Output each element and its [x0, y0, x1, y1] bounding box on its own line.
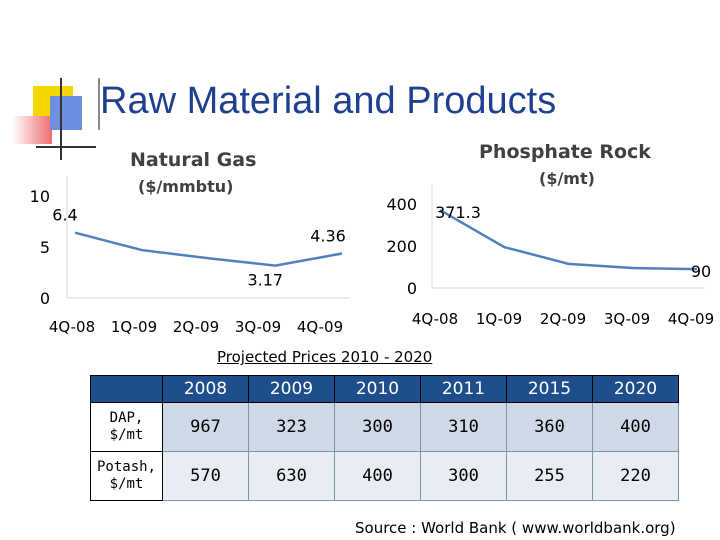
natural-gas-chart: Natural Gas ($/mmbtu) 10 5 0 4Q-08 1Q-09 2Q-09 3… [30, 149, 350, 336]
table-header-year: 2015 [506, 375, 593, 403]
table-cell: 323 [248, 402, 335, 452]
row-label-line: DAP, [109, 410, 144, 426]
table-row: DAP, $/mt 967 323 300 310 360 400 [90, 402, 679, 452]
x-tick-label: 2Q-09 [540, 310, 586, 328]
data-label: 6.4 [52, 206, 77, 225]
y-tick-label: 10 [30, 187, 50, 206]
y-tick-label: 200 [386, 237, 417, 256]
data-label: 4.36 [310, 227, 346, 246]
y-tick-label: 5 [40, 238, 50, 257]
deco-red-square [12, 116, 52, 144]
table-row: Potash, $/mt 570 630 400 300 255 220 [90, 451, 679, 501]
table-cell: 400 [592, 402, 679, 452]
series-line [439, 208, 698, 271]
table-header-year: 2011 [420, 375, 507, 403]
deco-vertical-line [60, 78, 62, 160]
table-cell: 400 [334, 451, 421, 501]
x-tick-label: 4Q-09 [297, 318, 343, 336]
chart-subtitle: ($/mt) [539, 169, 595, 188]
series-line [74, 231, 343, 267]
x-tick-label: 3Q-09 [235, 318, 281, 336]
table-header-year: 2020 [592, 375, 679, 403]
x-tick-label: 3Q-09 [604, 310, 650, 328]
phosphate-rock-chart: Phosphate Rock ($/mt) 400 200 0 4Q-08 1Q-09 2Q-… [386, 141, 714, 328]
row-label-line: $/mt [109, 427, 144, 443]
row-label: Potash, $/mt [90, 451, 163, 501]
deco-title-line [98, 78, 100, 130]
projected-prices-title: Projected Prices 2010 - 2020 [217, 348, 433, 366]
chart-title: Natural Gas [130, 149, 256, 171]
source-note: Source : World Bank ( www.worldbank.org) [355, 519, 676, 537]
projected-prices-table: 2008 2009 2010 2011 2015 2020 DAP, $/mt 9… [90, 375, 679, 501]
table-cell: 255 [506, 451, 593, 501]
table-header-year: 2010 [334, 375, 421, 403]
data-label: 3.17 [247, 271, 283, 290]
table-cell: 360 [506, 402, 593, 452]
y-tick-label: 0 [40, 289, 50, 308]
x-tick-label: 1Q-09 [111, 318, 157, 336]
data-label: 90 [691, 262, 711, 281]
row-label-line: $/mt [109, 476, 144, 492]
x-tick-label: 4Q-08 [412, 310, 458, 328]
table-header-row: 2008 2009 2010 2011 2015 2020 [90, 375, 679, 403]
row-label-line: Potash, [96, 459, 156, 475]
y-tick-label: 0 [407, 279, 417, 298]
table-header-empty [90, 375, 163, 403]
table-cell: 630 [248, 451, 335, 501]
table-cell: 300 [420, 451, 507, 501]
data-label: 371.3 [435, 203, 481, 222]
table-cell: 220 [592, 451, 679, 501]
table-header-year: 2009 [248, 375, 335, 403]
x-tick-label: 4Q-09 [668, 310, 714, 328]
table-header-year: 2008 [162, 375, 249, 403]
x-tick-label: 2Q-09 [173, 318, 219, 336]
chart-title: Phosphate Rock [479, 141, 651, 163]
deco-horizontal-line [36, 146, 96, 148]
row-label: DAP, $/mt [90, 402, 163, 452]
slide-title: Raw Material and Products [100, 80, 557, 122]
table-cell: 300 [334, 402, 421, 452]
x-tick-label: 1Q-09 [476, 310, 522, 328]
x-tick-label: 4Q-08 [49, 318, 95, 336]
table-cell: 310 [420, 402, 507, 452]
table-cell: 570 [162, 451, 249, 501]
table-cell: 967 [162, 402, 249, 452]
y-tick-label: 400 [386, 195, 417, 214]
deco-blue-square [50, 96, 82, 130]
chart-subtitle: ($/mmbtu) [138, 177, 233, 196]
